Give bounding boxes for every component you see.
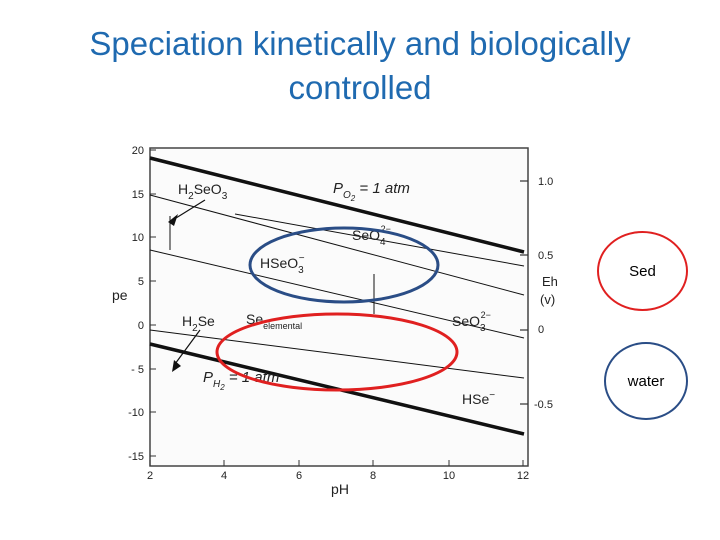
h2seo3-pointer [175,199,206,219]
arrowhead-h2se [172,360,181,372]
x-tick-label: 10 [443,470,455,482]
h2se-pointer [174,329,201,365]
y-tick-label: 10 [132,232,144,244]
x-tick-label: 6 [296,470,302,482]
right-tick-label: 0 [538,324,544,336]
x-axis-label: pH [331,481,349,497]
o2-limit-line [149,156,525,254]
water-legend-circle: water [604,342,688,420]
label-h2seo3: H2SeO3 [178,181,228,202]
x-tick-label: 12 [517,470,529,482]
y-tick-label: 15 [132,189,144,201]
right-tick-label: 1.0 [538,176,553,188]
y-tick-label: -15 [128,451,144,463]
sed-legend-circle: Sed [597,231,688,311]
right-axis-label-eh: Eh [542,274,558,289]
sediment-highlight-ellipse [215,312,459,392]
label-hse: HSe− [462,390,495,407]
label-po2: PO2 = 1 atm [333,180,410,203]
label-seo3: SeO32− [452,310,491,334]
title-line-2: controlled [288,69,432,106]
h2seo3-upper-line [149,194,525,296]
right-tick-label: 0.5 [538,250,553,262]
y-ticks [150,149,156,457]
right-tick-label: -0.5 [534,399,553,411]
se-boundary-line [149,329,525,379]
seo4-boundary-line [234,213,525,267]
x-tick-label: 4 [221,470,227,482]
x-tick-label: 8 [370,470,376,482]
x-tick-label: 2 [147,470,153,482]
right-axis-label-v: (v) [540,292,555,307]
y-tick-label: 20 [132,145,144,157]
water-highlight-ellipse [248,226,440,304]
slide-title: Speciation kinetically and biologically … [0,22,720,110]
y-tick-label: -10 [128,407,144,419]
sed-legend-label: Sed [629,262,656,280]
hseo3-lower-line [149,249,525,339]
label-h2se: H2Se [182,313,215,334]
y-axis-label: pe [112,287,128,303]
arrowhead-h2seo3 [168,214,178,226]
title-line-1: Speciation kinetically and biologically [89,25,631,62]
y-tick-label: 5 [138,276,144,288]
label-hseo3: HSeO3− [260,253,305,276]
y-tick-label: 0 [138,320,144,332]
right-axis-ticks [520,180,528,405]
water-legend-label: water [627,372,665,390]
x-ticks [149,460,524,466]
y-tick-label: - 5 [131,364,144,376]
plot-frame [149,147,529,467]
